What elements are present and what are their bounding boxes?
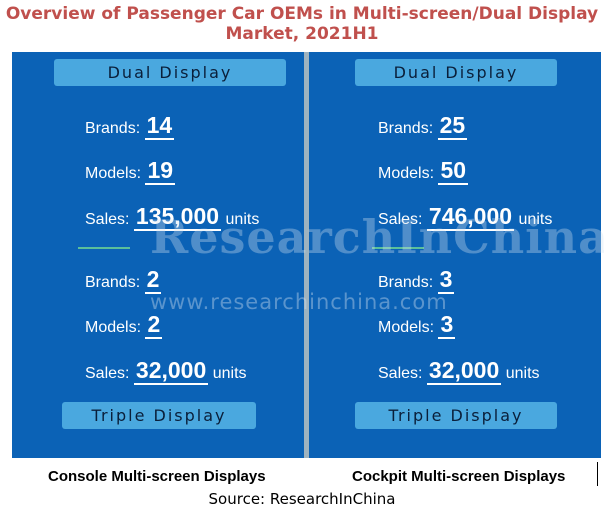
right-dual-brands-value: 25 bbox=[437, 112, 468, 140]
left-triple-models-label: Models: bbox=[85, 319, 142, 336]
left-dual-display-label: Dual Display bbox=[54, 59, 286, 86]
left-dual-brands-value: 14 bbox=[144, 112, 175, 140]
right-dual-sales-label: Sales: bbox=[378, 211, 423, 228]
left-dual-sales-value: 135,000 bbox=[133, 203, 222, 231]
right-triple-sales-value: 32,000 bbox=[426, 357, 502, 385]
right-dual-brands-label: Brands: bbox=[378, 120, 434, 137]
right-dual-brands-row: Brands: 25 bbox=[378, 112, 468, 140]
left-separator bbox=[78, 247, 130, 249]
right-triple-brands-row: Brands: 3 bbox=[378, 266, 455, 294]
left-triple-brands-value: 2 bbox=[144, 266, 162, 294]
right-triple-sales-label: Sales: bbox=[378, 365, 423, 382]
right-triple-sales-units: units bbox=[505, 365, 540, 382]
watermark-url: www.researchinchina.com bbox=[150, 290, 448, 314]
right-dual-sales-units: units bbox=[518, 211, 553, 228]
cockpit-panel bbox=[309, 52, 601, 458]
left-dual-brands-label: Brands: bbox=[85, 120, 141, 137]
left-caption: Console Multi-screen Displays bbox=[48, 468, 266, 485]
right-triple-brands-value: 3 bbox=[437, 266, 455, 294]
right-dual-sales-value: 746,000 bbox=[426, 203, 515, 231]
console-panel bbox=[12, 52, 304, 458]
right-triple-models-row: Models: 3 bbox=[378, 311, 456, 339]
right-dual-models-label: Models: bbox=[378, 165, 435, 182]
right-dual-display-label: Dual Display bbox=[355, 59, 557, 86]
right-dual-models-row: Models: 50 bbox=[378, 157, 469, 185]
left-dual-sales-units: units bbox=[225, 211, 260, 228]
left-triple-display-label: Triple Display bbox=[62, 402, 256, 429]
left-dual-models-row: Models: 19 bbox=[85, 157, 176, 185]
left-triple-sales-value: 32,000 bbox=[133, 357, 209, 385]
left-triple-models-value: 2 bbox=[145, 311, 163, 339]
right-triple-brands-label: Brands: bbox=[378, 274, 434, 291]
right-triple-display-label: Triple Display bbox=[355, 402, 557, 429]
left-triple-models-row: Models: 2 bbox=[85, 311, 163, 339]
right-triple-models-label: Models: bbox=[378, 319, 435, 336]
source-note: Source: ResearchInChina bbox=[208, 490, 396, 508]
caption-edge-line bbox=[597, 462, 598, 486]
right-triple-sales-row: Sales: 32,000 units bbox=[378, 357, 540, 385]
right-triple-models-value: 3 bbox=[438, 311, 456, 339]
left-triple-sales-row: Sales: 32,000 units bbox=[85, 357, 247, 385]
watermark: ResearchInChina bbox=[150, 210, 604, 264]
panel-divider bbox=[304, 52, 309, 458]
right-dual-models-value: 50 bbox=[438, 157, 469, 185]
left-dual-sales-row: Sales: 135,000 units bbox=[85, 203, 259, 231]
right-dual-sales-row: Sales: 746,000 units bbox=[378, 203, 552, 231]
left-triple-sales-label: Sales: bbox=[85, 365, 130, 382]
right-separator bbox=[372, 247, 424, 249]
left-dual-models-value: 19 bbox=[145, 157, 176, 185]
left-dual-sales-label: Sales: bbox=[85, 211, 130, 228]
left-triple-brands-label: Brands: bbox=[85, 274, 141, 291]
left-dual-brands-row: Brands: 14 bbox=[85, 112, 175, 140]
right-caption: Cockpit Multi-screen Displays bbox=[352, 468, 566, 485]
page-title: Overview of Passenger Car OEMs in Multi-… bbox=[5, 4, 599, 44]
left-triple-brands-row: Brands: 2 bbox=[85, 266, 162, 294]
left-dual-models-label: Models: bbox=[85, 165, 142, 182]
left-triple-sales-units: units bbox=[212, 365, 247, 382]
